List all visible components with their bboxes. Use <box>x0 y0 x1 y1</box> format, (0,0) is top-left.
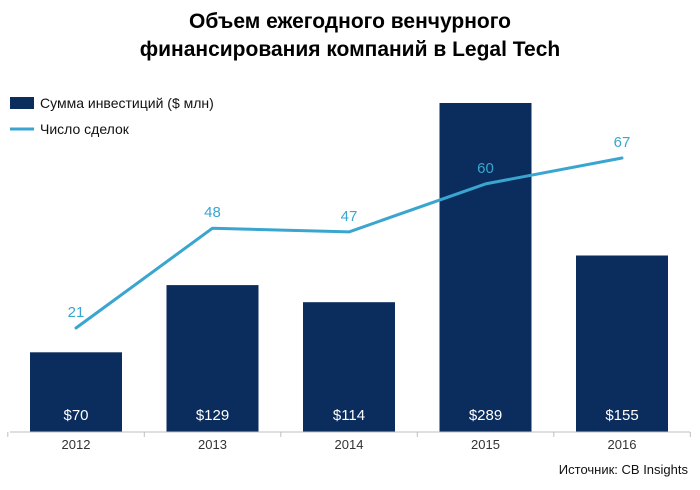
line-series: 21 48 47 60 67 <box>68 134 631 330</box>
bar-2012 <box>30 352 122 432</box>
legend-label-bars: Сумма инвестиций ($ млн) <box>40 95 214 111</box>
bar-2015 <box>439 103 532 432</box>
x-tick-label-2015: 2015 <box>471 437 500 452</box>
deals-line <box>74 156 624 330</box>
bar-2016 <box>576 255 668 432</box>
chart-title-line-2: финансирования компаний в Legal Tech <box>139 38 561 61</box>
x-tick-label-2014: 2014 <box>335 437 364 452</box>
bar-value-label-2014: $114 <box>333 407 365 424</box>
x-tick-label-2012: 2012 <box>62 437 91 452</box>
bars-series: $70 $129 $114 $289 $155 <box>30 103 668 432</box>
line-value-label-2016: 67 <box>614 134 631 151</box>
x-tick-label-2013: 2013 <box>198 437 227 452</box>
bar-value-label-2012: $70 <box>63 407 88 424</box>
bar-value-label-2016: $155 <box>605 407 638 424</box>
line-value-label-2012: 21 <box>68 304 85 321</box>
bar-2014 <box>303 302 395 432</box>
legend-swatch-bars <box>10 97 34 109</box>
chart-title-line-1: Объем ежегодного венчурного <box>188 10 512 33</box>
legend-label-line: Число сделок <box>40 121 130 137</box>
bar-value-label-2013: $129 <box>196 407 229 424</box>
line-value-label-2014: 47 <box>341 208 358 225</box>
source-note: Источник: CB Insights <box>558 462 688 477</box>
x-axis-ticks: 2012 2013 2014 2015 2016 <box>7 432 691 452</box>
line-value-label-2015: 60 <box>477 160 494 177</box>
bar-value-label-2015: $289 <box>469 407 502 424</box>
bar-2013 <box>166 285 259 432</box>
x-tick-label-2016: 2016 <box>608 437 637 452</box>
chart-title: Объем ежегодного венчурного финансирован… <box>0 8 700 64</box>
line-value-label-2013: 48 <box>204 204 221 221</box>
legend: Сумма инвестиций ($ млн) Число сделок <box>10 95 214 137</box>
